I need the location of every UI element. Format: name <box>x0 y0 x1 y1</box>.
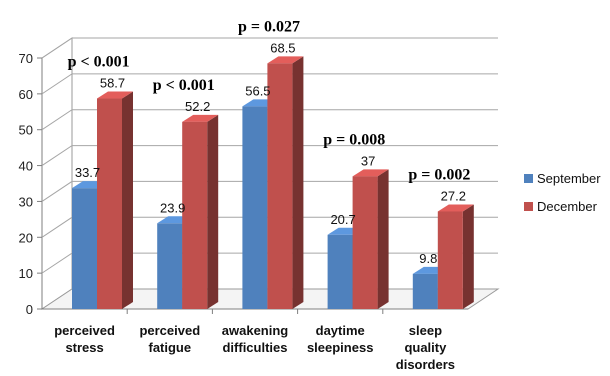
y-tick-label: 60 <box>19 87 33 102</box>
data-label-december-1: 52.2 <box>185 99 210 114</box>
data-label-december-3: 37 <box>361 153 375 168</box>
bar-december-0 <box>97 91 133 309</box>
data-label-september-0: 33.7 <box>75 165 100 180</box>
y-tick-label: 40 <box>19 159 33 174</box>
category-label-2: awakening difficulties <box>222 323 289 355</box>
legend: September December <box>524 171 601 214</box>
y-tick-label: 50 <box>19 123 33 138</box>
category-label-0: perceived stress <box>54 323 115 355</box>
category-labels: perceived stress perceived fatigue awakening… <box>54 323 455 372</box>
data-label-september-3: 20.7 <box>330 212 355 227</box>
gridline <box>41 145 498 166</box>
y-tick-label: 0 <box>26 302 33 317</box>
p-value-annotations: p < 0.001 p < 0.001 p = 0.027 p = 0.008 p = … <box>68 18 471 183</box>
data-label-december-2: 68.5 <box>270 40 295 55</box>
category-label-4: sleep quality disorders <box>396 323 455 372</box>
data-labels: 33.7 58.7 23.9 52.2 56.5 68.5 20.7 37 9.8 27.2 <box>75 40 466 265</box>
category-label-3: daytime sleepiness <box>307 323 374 355</box>
gridline <box>41 109 498 131</box>
y-tick-label: 20 <box>19 230 33 245</box>
y-tick-label: 10 <box>19 266 33 281</box>
data-label-september-4: 9.8 <box>419 251 437 266</box>
legend-label-december: December <box>537 199 598 214</box>
data-label-december-0: 58.7 <box>100 76 125 91</box>
data-label-september-1: 23.9 <box>160 200 185 215</box>
bar-december-4 <box>437 204 474 309</box>
gridline <box>41 73 498 95</box>
side-wall <box>41 37 73 310</box>
y-tick-label: 70 <box>19 51 33 66</box>
bar-december-2 <box>267 56 304 309</box>
category-label-1: perceived fatigue <box>139 323 200 355</box>
legend-swatch-september <box>524 174 533 183</box>
y-axis-ticks: 0 10 20 30 40 50 60 70 <box>19 51 384 317</box>
legend-swatch-december <box>524 202 533 211</box>
p-value-2: p = 0.027 <box>238 18 300 35</box>
p-value-1: p < 0.001 <box>153 77 215 94</box>
p-value-4: p = 0.002 <box>408 166 470 183</box>
bars <box>72 56 474 310</box>
p-value-0: p < 0.001 <box>68 54 130 71</box>
p-value-3: p = 0.008 <box>323 131 385 148</box>
gridline <box>41 37 498 59</box>
bar-december-1 <box>182 114 219 309</box>
data-label-december-4: 27.2 <box>441 188 466 203</box>
data-label-september-2: 56.5 <box>245 83 270 98</box>
bar-december-3 <box>352 169 389 309</box>
y-tick-label: 30 <box>19 194 33 209</box>
legend-label-september: September <box>537 171 601 186</box>
